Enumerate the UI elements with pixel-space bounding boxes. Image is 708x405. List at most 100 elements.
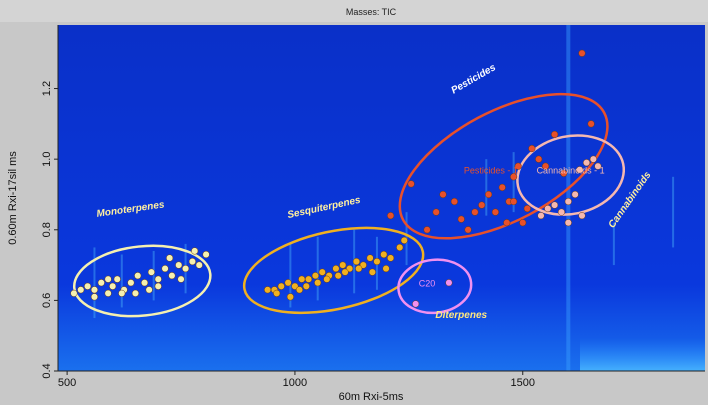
group-inner-label: Pesticides - 1 — [464, 165, 518, 175]
data-point — [528, 145, 536, 153]
y-tick-label: 1.0 — [41, 152, 53, 167]
x-axis-label: 60m Rxi-5ms — [339, 391, 404, 403]
group-ellipses — [72, 92, 626, 318]
x-tick-label: 1500 — [511, 377, 535, 389]
x-tick-label: 500 — [58, 377, 76, 389]
data-point — [195, 261, 203, 269]
data-point — [491, 208, 499, 216]
data-point — [407, 180, 415, 188]
data-point — [439, 190, 447, 199]
data-point — [177, 275, 185, 283]
data-point — [339, 261, 347, 269]
data-point — [578, 212, 586, 220]
data-point — [70, 289, 78, 297]
data-point — [118, 289, 126, 297]
signal-streak — [152, 250, 155, 301]
data-point — [523, 205, 531, 213]
group-ellipse-pesticides — [398, 92, 609, 240]
group-ellipse-monoterpenes — [72, 244, 212, 318]
data-point — [147, 268, 155, 276]
data-point — [503, 219, 511, 227]
data-point — [323, 275, 331, 283]
plot-background — [58, 25, 705, 371]
data-point — [286, 293, 294, 301]
data-point — [571, 190, 579, 199]
data-point — [295, 286, 304, 294]
data-point — [423, 226, 431, 234]
signal-streak — [612, 222, 615, 266]
data-point — [318, 268, 326, 276]
group-label-diterpenes: Diterpenes — [435, 310, 487, 321]
data-point — [510, 173, 518, 181]
data-point — [284, 279, 292, 287]
data-point — [551, 130, 559, 138]
axes: 500 1000 1500 0.4 0.6 0.8 1.0 1.2 — [41, 25, 705, 389]
data-point — [145, 286, 153, 294]
data-point — [510, 197, 518, 206]
data-point — [191, 247, 199, 255]
group-inner-label: Cannabinoids - 1 — [537, 165, 605, 175]
x-tick-label: 1000 — [283, 377, 307, 389]
data-point — [578, 49, 586, 57]
data-point — [587, 120, 595, 128]
data-point — [273, 289, 281, 297]
baseline-glow — [580, 338, 705, 371]
data-point — [202, 250, 210, 259]
y-tick-label: 0.4 — [41, 363, 53, 378]
signal-streak — [485, 159, 488, 216]
data-point — [387, 254, 395, 262]
data-point — [380, 250, 388, 259]
data-point — [311, 272, 319, 280]
y-tick-label: 0.6 — [41, 293, 53, 308]
chart-title: Masses: TIC — [346, 7, 397, 17]
data-point — [127, 279, 135, 287]
data-point — [188, 258, 196, 266]
y-tick-label: 0.8 — [41, 222, 53, 237]
data-point — [97, 279, 105, 287]
data-point — [535, 155, 543, 163]
data-point — [594, 162, 602, 170]
data-point — [485, 190, 493, 199]
data-point — [498, 183, 506, 191]
data-point — [166, 254, 174, 262]
data-point — [576, 166, 584, 174]
data-point — [109, 282, 117, 290]
y-tick-label: 1.2 — [41, 81, 53, 96]
data-point — [104, 275, 112, 283]
group-ellipse-cannabinoids — [516, 134, 626, 216]
data-point — [537, 212, 545, 220]
data-point — [564, 219, 572, 227]
data-point — [305, 275, 313, 283]
data-point — [541, 162, 550, 170]
data-point — [161, 265, 169, 273]
data-point — [560, 169, 568, 177]
group-ellipse-diterpenes — [397, 258, 473, 315]
plot-area — [58, 25, 705, 371]
data-point — [168, 272, 176, 280]
data-point — [450, 197, 458, 206]
title-strip — [0, 0, 708, 22]
data-points — [70, 49, 602, 308]
data-point — [544, 205, 552, 213]
group-ellipse-sesquiterpenes — [242, 226, 425, 315]
data-point — [141, 279, 149, 287]
data-point — [514, 162, 522, 170]
signal-streak — [672, 176, 675, 248]
data-point — [355, 265, 363, 273]
data-point — [131, 289, 140, 297]
group-inner-label: C20 — [419, 278, 436, 288]
data-point — [154, 282, 162, 290]
data-point — [277, 282, 285, 290]
data-point — [551, 201, 559, 209]
data-point — [134, 272, 142, 280]
data-point — [341, 268, 349, 276]
data-point — [175, 261, 183, 269]
signal-streak — [93, 247, 96, 319]
data-point — [104, 289, 112, 297]
data-point — [90, 293, 99, 301]
data-point — [334, 272, 342, 280]
data-point — [90, 286, 99, 294]
data-point — [471, 208, 479, 216]
data-point — [332, 265, 340, 273]
